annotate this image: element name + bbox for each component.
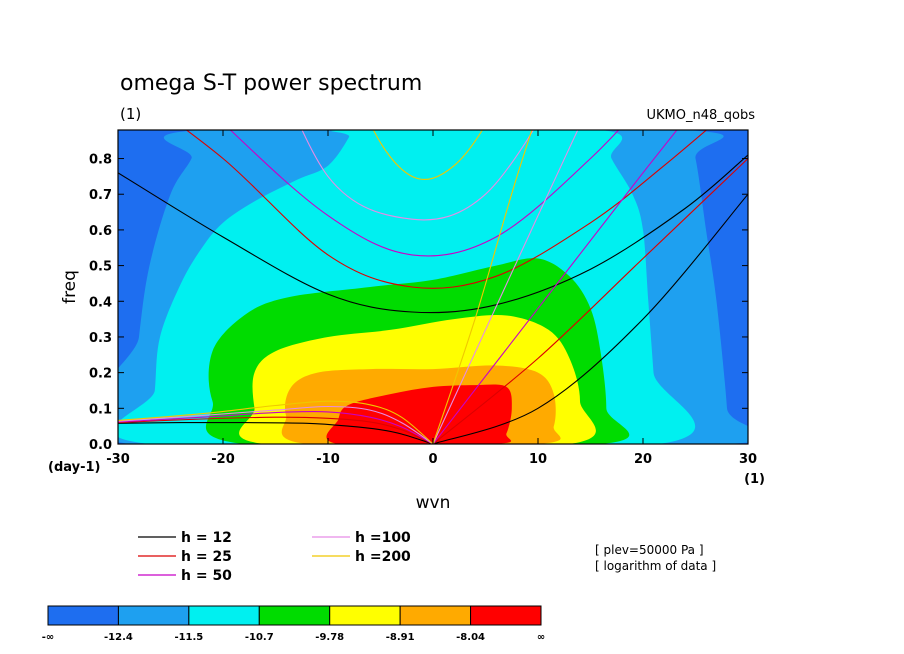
colorbar-swatch [470, 605, 542, 626]
legend-label: h =100 [355, 530, 411, 546]
colorbar-swatch [258, 605, 331, 626]
curve-2-rossby [118, 416, 434, 444]
legend-label: h = 50 [181, 568, 232, 584]
colorbar: -∞ -12.4 -11.5 -10.7 -9.78 -8.91 -8.04 ∞ [42, 605, 545, 643]
y-tick-label: 0.4 [89, 295, 112, 310]
chart-title: omega S-T power spectrum [120, 71, 422, 96]
y-tick-label: 0.0 [89, 438, 112, 453]
curve-4-rossby [118, 405, 434, 444]
colorbar-label: -10.7 [245, 632, 274, 643]
axis-ticks: -30 -20 -10 0 10 20 30 0.0 0.1 0.2 0.3 0.4 0.5 0.6 0.7… [89, 130, 757, 467]
colorbar-label: -9.78 [315, 632, 344, 643]
legend-label: h = 25 [181, 549, 232, 565]
y-tick-label: 0.6 [89, 224, 112, 239]
x-axis-label: wvn [416, 493, 451, 513]
y-axis-label: freq [60, 270, 80, 304]
curve-2-gravity [185, 130, 708, 289]
curve-5-kelvin [432, 130, 533, 444]
chart-subtitle: (1) [120, 105, 141, 123]
y-tick-label: 0.5 [89, 260, 112, 275]
x-tick-label: 0 [428, 452, 437, 467]
curve-3-gravity [229, 130, 620, 257]
dispersion-curves [118, 130, 748, 444]
colorbar-swatch [117, 605, 190, 626]
colorbar-label: -8.91 [386, 632, 415, 643]
curve-3-kelvin [432, 130, 678, 444]
curve-1-rossby [118, 421, 434, 444]
y-tick-label: 0.2 [89, 367, 112, 382]
colorbar-label: -11.5 [174, 632, 203, 643]
colorbar-swatch [47, 605, 119, 626]
colorbar-label: -∞ [42, 632, 54, 643]
curve-legend: h = 12 h = 25 h = 50 h =100 h =200 [138, 530, 411, 584]
curve-1-kelvin [432, 193, 748, 444]
y-tick-label: 0.3 [89, 331, 112, 346]
colorbar-label: ∞ [537, 632, 545, 643]
curve-4-kelvin [432, 130, 579, 444]
colorbar-swatch [188, 605, 260, 626]
x-tick-label: 20 [634, 452, 652, 467]
curve-1-gravity [118, 154, 748, 314]
annotation-plev: [ plev=50000 Pa ] [595, 543, 704, 557]
x-tick-label: 30 [739, 452, 757, 467]
x-unit-label: (1) [744, 472, 765, 487]
x-tick-label: -10 [316, 452, 340, 467]
y-tick-label: 0.1 [89, 402, 112, 417]
y-unit-label: (day-1) [48, 460, 100, 475]
curve-3-rossby [118, 410, 434, 444]
curve-5-gravity [372, 130, 483, 180]
legend-label: h = 12 [181, 530, 232, 546]
y-tick-label: 0.7 [89, 188, 112, 203]
legend-label: h =200 [355, 549, 411, 565]
curve-2-kelvin [432, 158, 748, 444]
x-tick-label: -30 [106, 452, 130, 467]
x-tick-label: 10 [529, 452, 547, 467]
x-tick-label: -20 [211, 452, 235, 467]
curve-5-rossby [118, 400, 434, 444]
source-label: UKMO_n48_qobs [646, 108, 755, 123]
annotation-log: [ logarithm of data ] [595, 559, 716, 573]
colorbar-swatch [329, 605, 401, 626]
colorbar-swatch [399, 605, 472, 626]
colorbar-label: -8.04 [456, 632, 485, 643]
colorbar-label: -12.4 [104, 632, 133, 643]
curve-4-gravity [301, 130, 535, 221]
y-tick-label: 0.8 [89, 153, 112, 168]
